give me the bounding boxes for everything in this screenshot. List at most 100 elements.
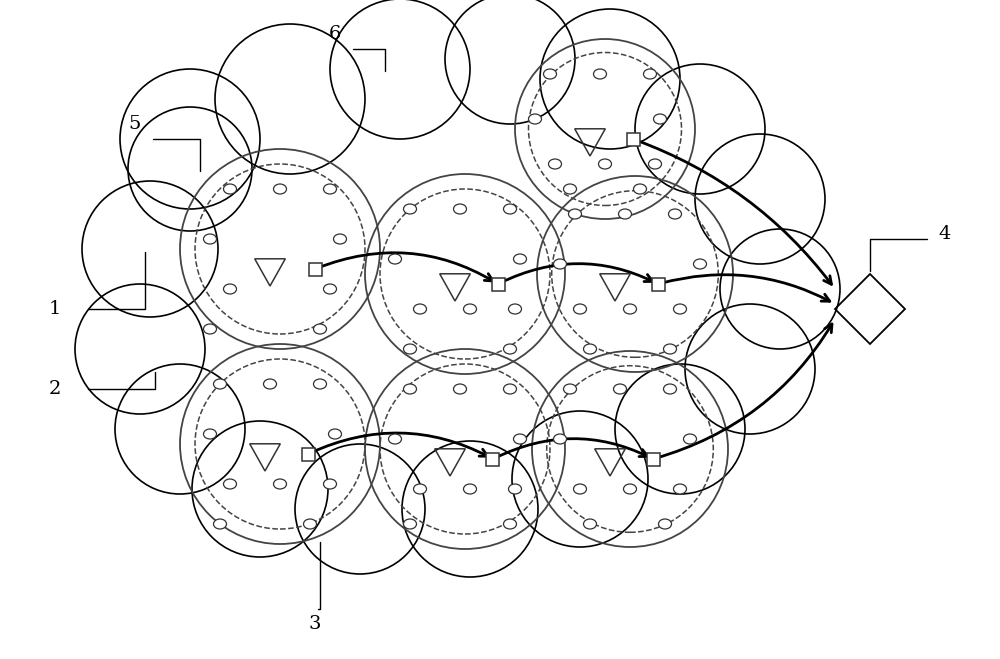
Ellipse shape (304, 519, 316, 529)
Ellipse shape (223, 184, 237, 194)
Ellipse shape (264, 379, 276, 389)
FancyBboxPatch shape (646, 453, 660, 465)
Ellipse shape (624, 484, 637, 494)
Ellipse shape (564, 384, 576, 394)
Ellipse shape (223, 479, 237, 489)
Ellipse shape (503, 519, 516, 529)
Ellipse shape (644, 69, 656, 79)
Ellipse shape (658, 519, 672, 529)
Ellipse shape (204, 429, 216, 439)
FancyBboxPatch shape (492, 277, 505, 291)
Ellipse shape (674, 484, 686, 494)
Circle shape (192, 421, 328, 557)
Ellipse shape (223, 284, 237, 294)
Ellipse shape (388, 434, 402, 444)
Ellipse shape (324, 284, 336, 294)
Circle shape (445, 0, 575, 124)
Circle shape (540, 9, 680, 149)
Text: 5: 5 (129, 115, 141, 133)
Ellipse shape (314, 324, 326, 334)
Ellipse shape (334, 234, 347, 244)
Ellipse shape (214, 519, 227, 529)
Circle shape (615, 364, 745, 494)
Ellipse shape (403, 344, 416, 354)
Ellipse shape (160, 59, 760, 509)
Circle shape (75, 284, 205, 414)
Ellipse shape (624, 304, 637, 314)
Text: 6: 6 (329, 25, 341, 43)
Text: 1: 1 (49, 300, 61, 318)
Circle shape (115, 364, 245, 494)
FancyBboxPatch shape (486, 453, 499, 465)
Ellipse shape (314, 379, 326, 389)
Ellipse shape (214, 379, 227, 389)
Ellipse shape (414, 304, 426, 314)
Ellipse shape (554, 434, 566, 444)
Ellipse shape (324, 479, 336, 489)
Ellipse shape (554, 259, 566, 269)
Ellipse shape (204, 324, 216, 334)
Ellipse shape (664, 344, 676, 354)
Ellipse shape (514, 434, 526, 444)
Ellipse shape (403, 204, 416, 214)
FancyBboxPatch shape (626, 132, 640, 146)
Ellipse shape (544, 69, 556, 79)
Circle shape (82, 181, 218, 317)
Ellipse shape (548, 159, 562, 169)
Ellipse shape (503, 344, 516, 354)
Ellipse shape (388, 254, 402, 264)
Circle shape (720, 229, 840, 349)
Ellipse shape (453, 384, 466, 394)
Ellipse shape (584, 519, 596, 529)
Ellipse shape (414, 484, 426, 494)
Ellipse shape (654, 114, 666, 124)
Ellipse shape (684, 434, 696, 444)
Ellipse shape (528, 114, 542, 124)
Ellipse shape (274, 184, 287, 194)
Ellipse shape (324, 184, 336, 194)
Ellipse shape (668, 209, 682, 219)
Ellipse shape (564, 184, 576, 194)
Circle shape (402, 441, 538, 577)
Circle shape (635, 64, 765, 194)
Ellipse shape (598, 159, 612, 169)
Circle shape (128, 107, 252, 231)
Ellipse shape (509, 304, 522, 314)
Circle shape (120, 69, 260, 209)
FancyBboxPatch shape (308, 262, 322, 275)
Ellipse shape (648, 159, 662, 169)
Ellipse shape (574, 484, 586, 494)
Ellipse shape (464, 304, 477, 314)
Circle shape (512, 411, 648, 547)
FancyBboxPatch shape (302, 447, 314, 461)
Ellipse shape (694, 259, 706, 269)
Ellipse shape (614, 384, 626, 394)
FancyBboxPatch shape (652, 277, 664, 291)
Text: 3: 3 (309, 615, 321, 633)
Ellipse shape (514, 254, 526, 264)
Circle shape (330, 0, 470, 139)
Ellipse shape (618, 209, 632, 219)
Ellipse shape (634, 184, 646, 194)
Ellipse shape (453, 204, 466, 214)
Ellipse shape (664, 384, 676, 394)
Ellipse shape (403, 519, 416, 529)
Ellipse shape (503, 204, 516, 214)
Ellipse shape (503, 384, 516, 394)
Text: 4: 4 (939, 225, 951, 243)
Ellipse shape (204, 234, 216, 244)
Circle shape (215, 24, 365, 174)
Ellipse shape (568, 209, 582, 219)
Ellipse shape (328, 429, 342, 439)
Ellipse shape (594, 69, 606, 79)
Circle shape (695, 134, 825, 264)
Text: 2: 2 (49, 380, 61, 398)
Ellipse shape (674, 304, 686, 314)
Ellipse shape (574, 304, 586, 314)
Circle shape (295, 444, 425, 574)
Ellipse shape (584, 344, 596, 354)
Ellipse shape (509, 484, 522, 494)
Ellipse shape (464, 484, 477, 494)
Ellipse shape (403, 384, 416, 394)
Circle shape (685, 304, 815, 434)
